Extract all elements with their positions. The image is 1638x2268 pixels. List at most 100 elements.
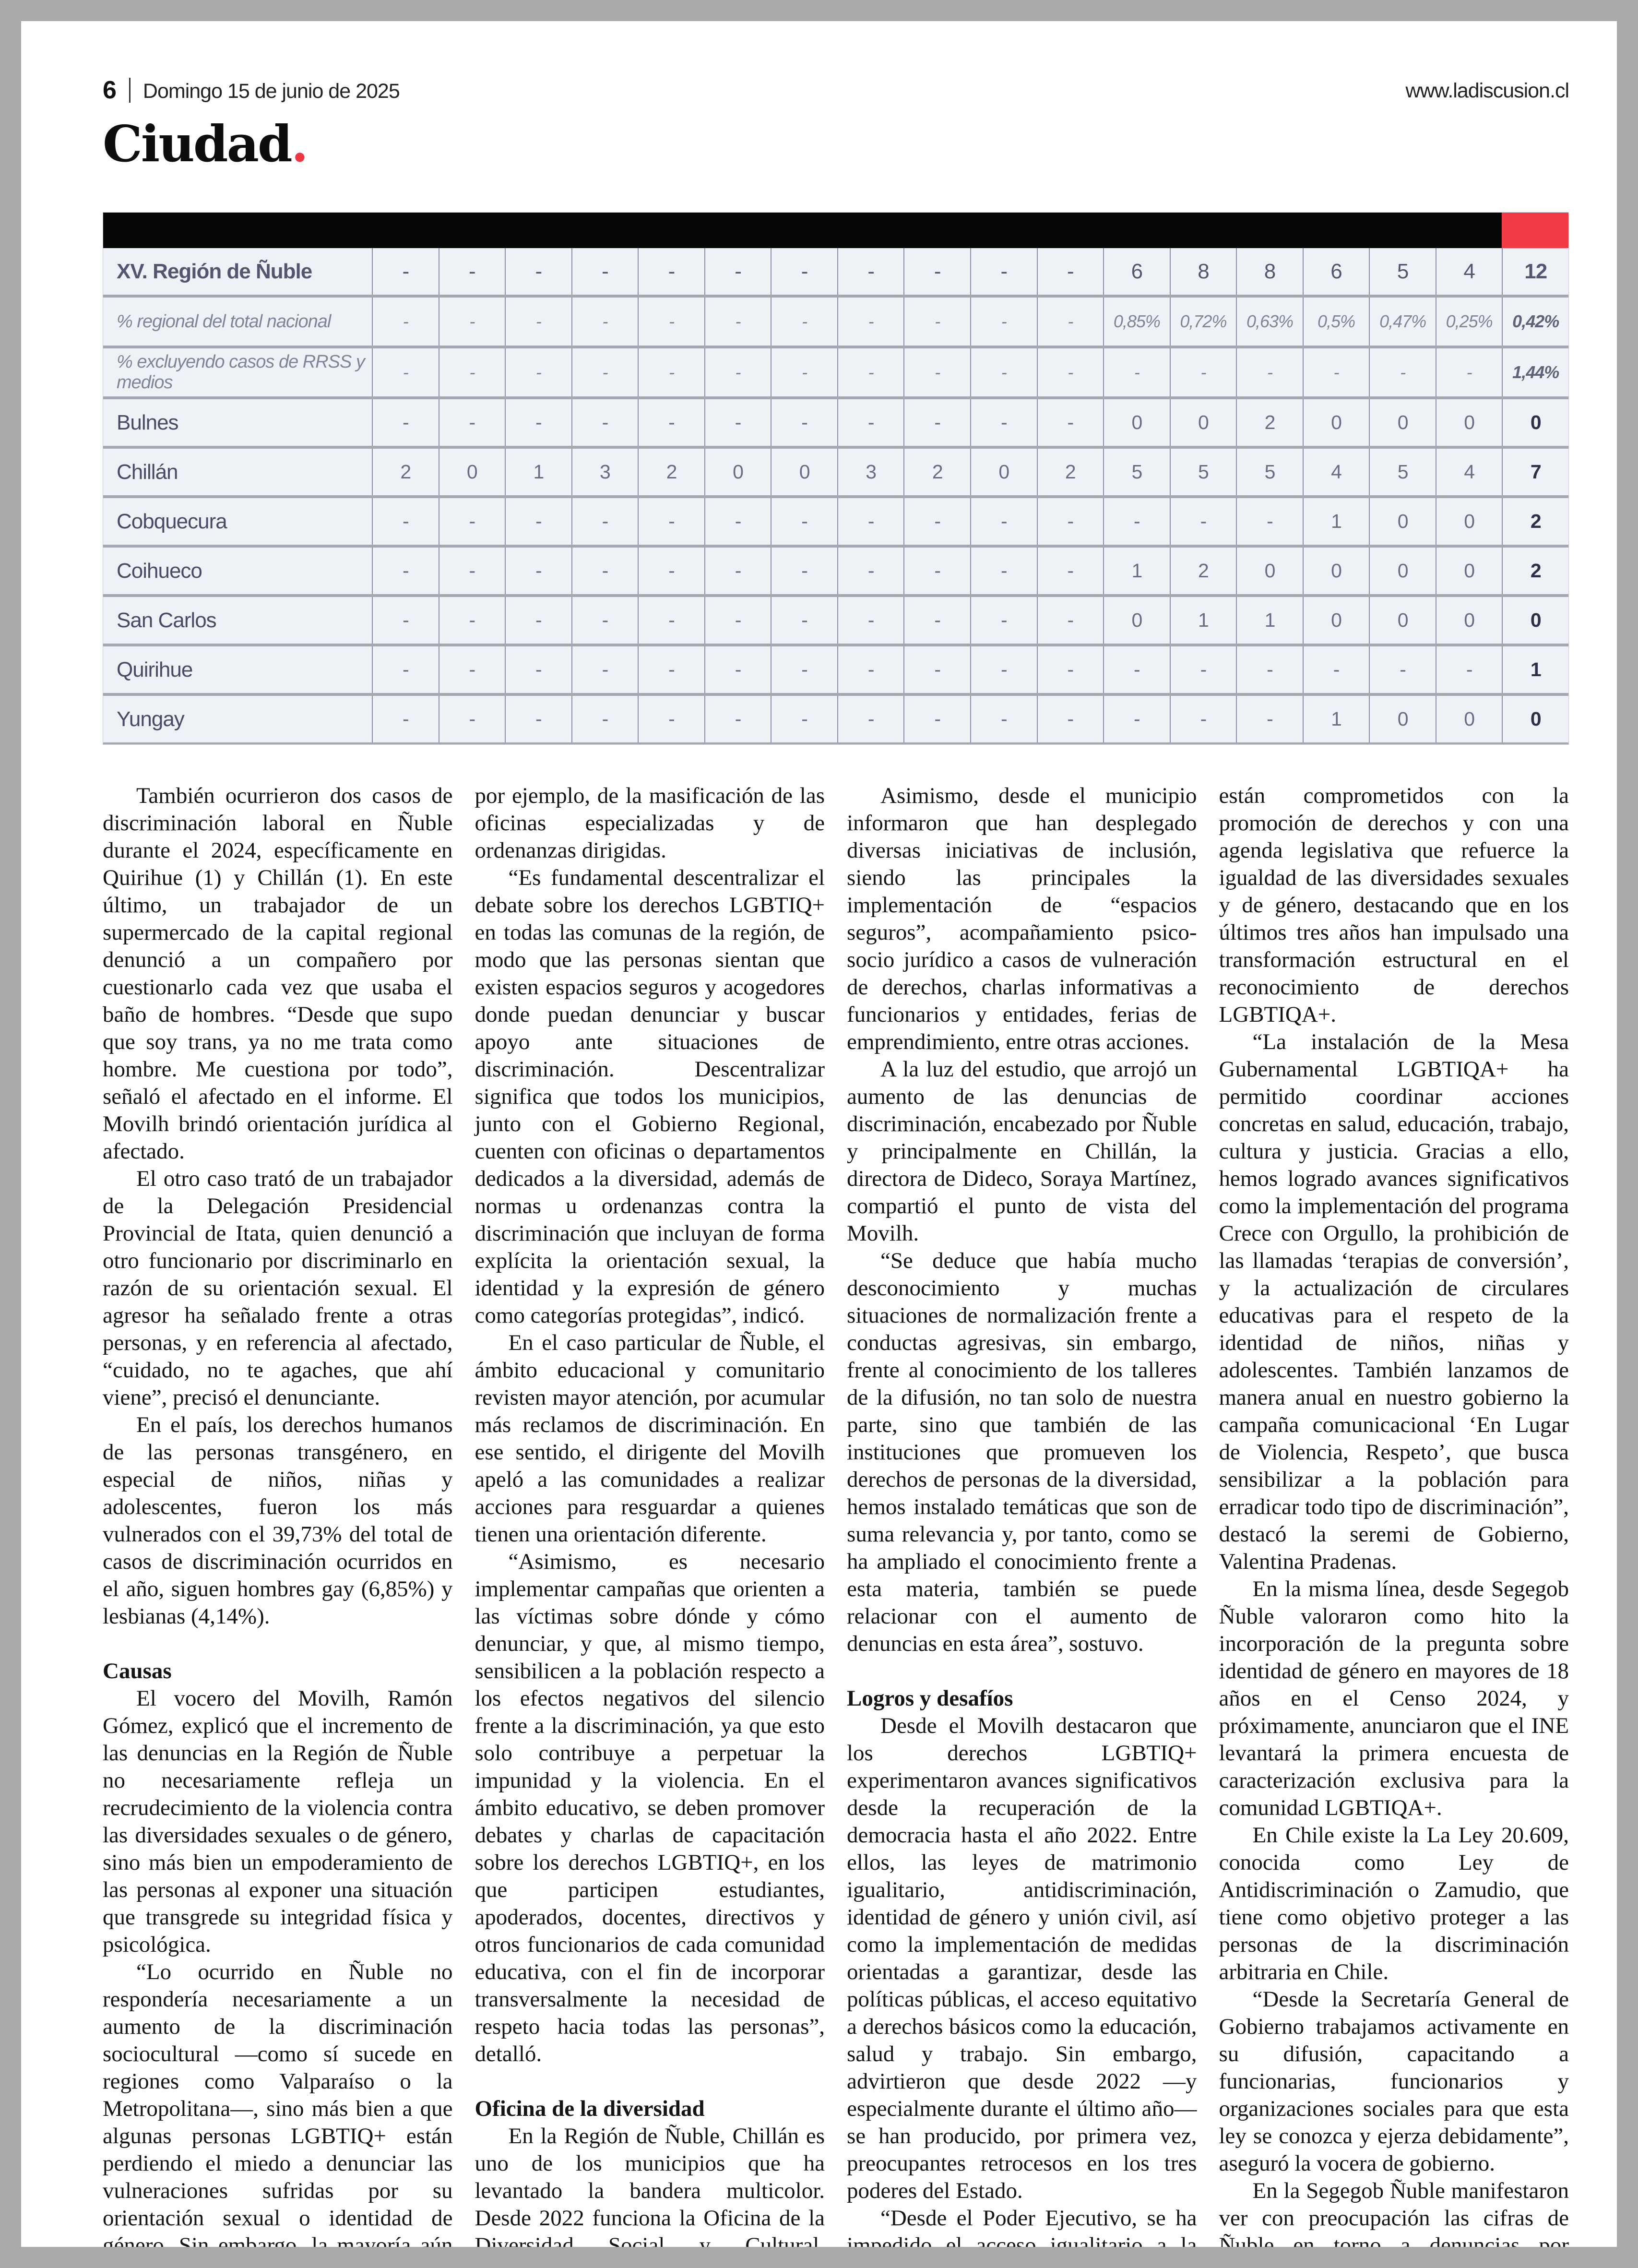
table-cell: 4 bbox=[1435, 449, 1502, 495]
table-cell: 12 bbox=[1502, 248, 1568, 295]
table-cell: - bbox=[1236, 696, 1303, 742]
table-cell: - bbox=[1302, 348, 1369, 396]
table-row: Yungay - - - - - - - - - - - - - -1 0 0 0 bbox=[103, 696, 1568, 744]
table-cell: - bbox=[505, 298, 571, 346]
table-cell: - bbox=[903, 646, 970, 693]
table-cell: - bbox=[704, 399, 771, 446]
table-cell: - bbox=[837, 248, 904, 295]
table-cell: 2 bbox=[1236, 399, 1303, 446]
site-url[interactable]: www.ladiscusion.cl bbox=[1405, 79, 1569, 102]
table-cell: 0 bbox=[970, 449, 1037, 495]
table-cell: - bbox=[1236, 498, 1303, 545]
table-cell: 5 bbox=[1369, 248, 1436, 295]
article-paragraph: En el país, los derechos humanos de las … bbox=[103, 1412, 453, 1629]
table-cell: - bbox=[837, 348, 904, 396]
section-title-dot: . bbox=[291, 114, 309, 173]
table-cell: - bbox=[505, 498, 571, 545]
table-cell: - bbox=[970, 696, 1037, 742]
table-row: XV. Región de Ñuble - - - - - - - - - - -6 8 8 6 5 4 12 bbox=[103, 248, 1568, 298]
table-cell: - bbox=[1236, 348, 1303, 396]
table-cell: 0,5% bbox=[1302, 298, 1369, 346]
table-cell: - bbox=[1169, 498, 1236, 545]
table-row: Bulnes - - - - - - - - - - -0 0 2 0 0 0 0 bbox=[103, 399, 1568, 449]
table-cell: - bbox=[1103, 498, 1170, 545]
table-header-bar bbox=[103, 213, 1568, 248]
table-row: San Carlos - - - - - - - - - - -0 1 1 0 0 0 0 bbox=[103, 597, 1568, 646]
table-cell: 0 bbox=[1302, 597, 1369, 644]
table-cell: 2 bbox=[1502, 498, 1568, 545]
table-cell: - bbox=[438, 646, 505, 693]
article-subhead: Logros y desafíos bbox=[847, 1686, 1013, 1711]
table-header-cell bbox=[372, 213, 439, 248]
article-column: Asimismo, desde el municipio informaron … bbox=[847, 782, 1197, 2247]
table-cell: 0 bbox=[1502, 696, 1568, 742]
table-header-cell bbox=[1236, 213, 1303, 248]
table-cell: - bbox=[438, 696, 505, 742]
article-paragraph: “La instalación de la Mesa Gubernamental… bbox=[1219, 1029, 1569, 1574]
table-cell: 1 bbox=[1302, 498, 1369, 545]
table-cell: 0 bbox=[704, 449, 771, 495]
table-cell: 0 bbox=[1369, 399, 1436, 446]
table-cell: - bbox=[970, 348, 1037, 396]
article-paragraph: por ejemplo, de la masificación de las o… bbox=[475, 783, 825, 863]
article-paragraph: “Asimismo, es necesario implementar camp… bbox=[475, 1549, 825, 2066]
table-cell: 0,42% bbox=[1502, 298, 1568, 346]
table-cell: - bbox=[1036, 298, 1104, 346]
article-paragraph: “Se deduce que había mucho desconocimien… bbox=[847, 1248, 1197, 1656]
table-cell: - bbox=[372, 597, 439, 644]
table-cell: - bbox=[970, 646, 1037, 693]
article-paragraph: Asimismo, desde el municipio informaron … bbox=[847, 783, 1197, 1054]
table-cell: - bbox=[571, 597, 638, 644]
table-cell: 0,47% bbox=[1369, 298, 1436, 346]
table-cell: - bbox=[903, 597, 970, 644]
table-cell: - bbox=[771, 498, 837, 545]
row-label: XV. Región de Ñuble bbox=[117, 259, 312, 283]
row-label: % regional del total nacional bbox=[117, 311, 331, 332]
table-cell: 2 bbox=[1502, 548, 1568, 594]
table-row: Quirihue - - - - - - - - - - - - - - - - -1 bbox=[103, 646, 1568, 696]
table-cell: 2 bbox=[638, 449, 704, 495]
table-cell: - bbox=[505, 348, 571, 396]
table-header-cell bbox=[903, 213, 970, 248]
table-header-cell bbox=[837, 213, 904, 248]
table-cell: 3 bbox=[837, 449, 904, 495]
table-cell: - bbox=[1103, 348, 1170, 396]
table-cell: - bbox=[505, 248, 571, 295]
table-header-cell bbox=[704, 213, 771, 248]
table-cell: - bbox=[372, 548, 439, 594]
table-cell: - bbox=[571, 248, 638, 295]
table-cell: - bbox=[704, 348, 771, 396]
table-cell: 4 bbox=[1435, 248, 1502, 295]
article-paragraph: En la Segegob Ñuble manifestaron ver con… bbox=[1219, 2178, 1569, 2247]
table-header-cell bbox=[1037, 213, 1104, 248]
table-cell: - bbox=[372, 399, 439, 446]
table-cell: 0 bbox=[1169, 399, 1236, 446]
row-label: % excluyendo casos de RRSS y medios bbox=[117, 352, 365, 393]
row-label: Coihueco bbox=[117, 559, 202, 583]
header-date: Domingo 15 de junio de 2025 bbox=[142, 79, 400, 103]
article-paragraph: “Desde la Secretaría General de Gobierno… bbox=[1219, 1987, 1569, 2176]
article-paragraph: “Lo ocurrido en Ñuble no respondería nec… bbox=[103, 1959, 453, 2247]
table-header-cell bbox=[1303, 213, 1369, 248]
table-cell: 6 bbox=[1103, 248, 1170, 295]
article-paragraph: En la misma línea, desde Segegob Ñuble v… bbox=[1219, 1576, 1569, 1820]
table-cell: - bbox=[1369, 348, 1436, 396]
table-cell: - bbox=[438, 597, 505, 644]
table-header-cell bbox=[1103, 213, 1170, 248]
page-header: 6 Domingo 15 de junio de 2025 www.ladisc… bbox=[103, 78, 1569, 103]
table-cell: - bbox=[1103, 646, 1170, 693]
table-cell: 0 bbox=[1369, 597, 1436, 644]
table-cell: - bbox=[837, 597, 904, 644]
table-cell: 0 bbox=[1103, 597, 1170, 644]
table-cell: - bbox=[970, 399, 1037, 446]
table-header-cell bbox=[571, 213, 638, 248]
table-cell: - bbox=[771, 298, 837, 346]
table-cell: - bbox=[438, 298, 505, 346]
table-cell: 0,85% bbox=[1103, 298, 1170, 346]
row-label: Chillán bbox=[117, 460, 178, 484]
article-paragraph: También ocurrieron dos casos de discrimi… bbox=[103, 783, 453, 1164]
newspaper-page: 6 Domingo 15 de junio de 2025 www.ladisc… bbox=[21, 21, 1617, 2247]
table-cell: - bbox=[505, 399, 571, 446]
table-cell: 2 bbox=[1036, 449, 1104, 495]
table-cell: - bbox=[1302, 646, 1369, 693]
